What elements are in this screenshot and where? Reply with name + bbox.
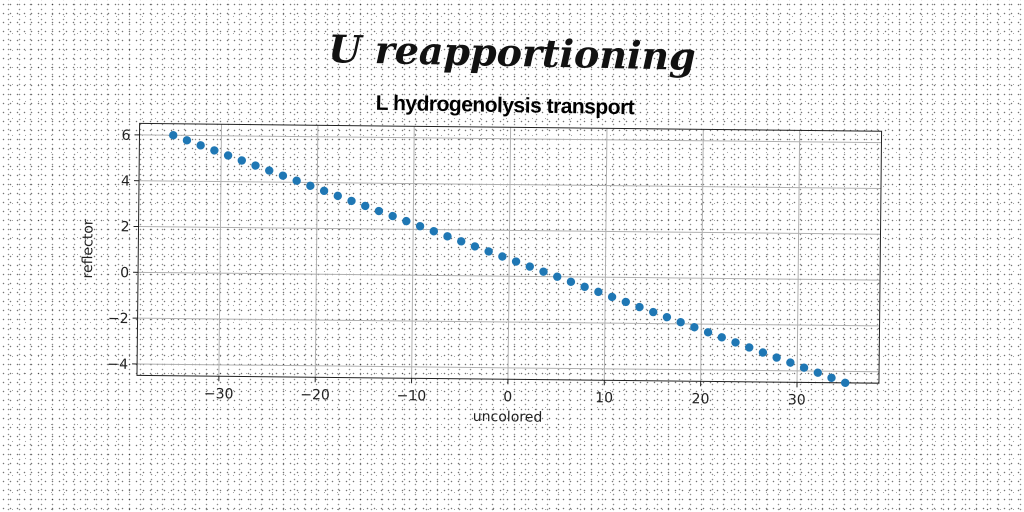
y-gridline (137, 363, 880, 373)
grid-layer (137, 124, 882, 383)
figure-suptitle: U reapportioning (327, 26, 697, 79)
data-point (278, 171, 288, 180)
data-point (182, 136, 192, 145)
x-gridline (796, 130, 801, 383)
y-gridline (139, 180, 881, 189)
data-point (635, 302, 644, 312)
plot-area: −30 −20 −10 0 10 20 30 −4 −2 0 2 4 6 uncolored refl… (58, 111, 901, 450)
data-point (237, 156, 246, 165)
data-point (402, 216, 411, 226)
data-point (717, 333, 726, 342)
data-point (799, 363, 809, 372)
y-gridline (138, 271, 881, 281)
data-point (169, 131, 178, 140)
data-point (841, 378, 850, 388)
data-point (374, 206, 384, 216)
data-point (649, 307, 658, 317)
data-point (786, 358, 795, 367)
x-gridline (507, 127, 512, 380)
y-tick-label: 0 (120, 265, 129, 281)
y-gridline (137, 317, 880, 327)
data-point (594, 287, 603, 297)
data-point (772, 353, 781, 362)
x-axis-label: uncolored (473, 409, 543, 426)
x-tick-label: 20 (691, 391, 709, 407)
x-gridline (603, 128, 608, 381)
x-tick-label: 30 (788, 392, 806, 408)
data-point (827, 373, 836, 382)
data-point (265, 166, 274, 175)
data-point (457, 237, 466, 246)
y-tick-label: −4 (107, 357, 128, 373)
y-tick-label: −2 (108, 311, 129, 327)
data-point (745, 343, 754, 352)
y-tick-label: 2 (121, 219, 130, 235)
data-point (443, 232, 452, 241)
x-tick-label: 0 (503, 389, 512, 405)
data-point (333, 191, 342, 201)
x-gridline (314, 125, 319, 378)
x-gridline (411, 126, 415, 379)
x-tick-label: −20 (300, 387, 330, 403)
data-point (566, 277, 576, 286)
data-point (580, 282, 589, 292)
y-tick-label: 6 (121, 128, 130, 144)
data-point (621, 297, 630, 307)
data-point (347, 196, 356, 206)
data-point (388, 211, 397, 221)
x-tick-label: −30 (204, 386, 234, 402)
data-point (210, 146, 219, 155)
y-axis-label: reflector (80, 219, 97, 278)
data-point (306, 181, 315, 190)
data-point (553, 272, 562, 281)
data-point (196, 141, 205, 150)
data-point (676, 317, 685, 327)
y-ticks: −4 −2 0 2 4 6 (107, 128, 140, 373)
data-point (223, 151, 233, 160)
data-point (813, 368, 822, 377)
data-point (470, 242, 480, 251)
data-point (758, 348, 768, 357)
x-tick-label: 10 (595, 390, 613, 406)
data-point (703, 328, 713, 337)
y-gridline (138, 226, 881, 235)
data-point (361, 201, 370, 211)
data-point (251, 161, 260, 170)
data-point (498, 252, 507, 261)
data-point (319, 186, 329, 196)
data-point (690, 323, 699, 332)
data-points (169, 131, 850, 388)
data-point (415, 221, 425, 231)
y-gridline (139, 134, 882, 144)
x-ticks: −30 −20 −10 0 10 20 30 (204, 376, 806, 408)
data-point (429, 227, 438, 236)
data-point (731, 338, 740, 347)
x-gridline (700, 129, 704, 382)
data-point (607, 292, 617, 302)
x-gridline (218, 124, 223, 377)
y-tick-label: 4 (121, 174, 130, 190)
data-point (292, 176, 301, 185)
x-tick-label: −10 (397, 388, 427, 404)
data-point (484, 247, 493, 256)
data-point (662, 312, 672, 322)
data-point (539, 267, 548, 276)
data-point (511, 257, 521, 266)
data-point (525, 262, 534, 271)
